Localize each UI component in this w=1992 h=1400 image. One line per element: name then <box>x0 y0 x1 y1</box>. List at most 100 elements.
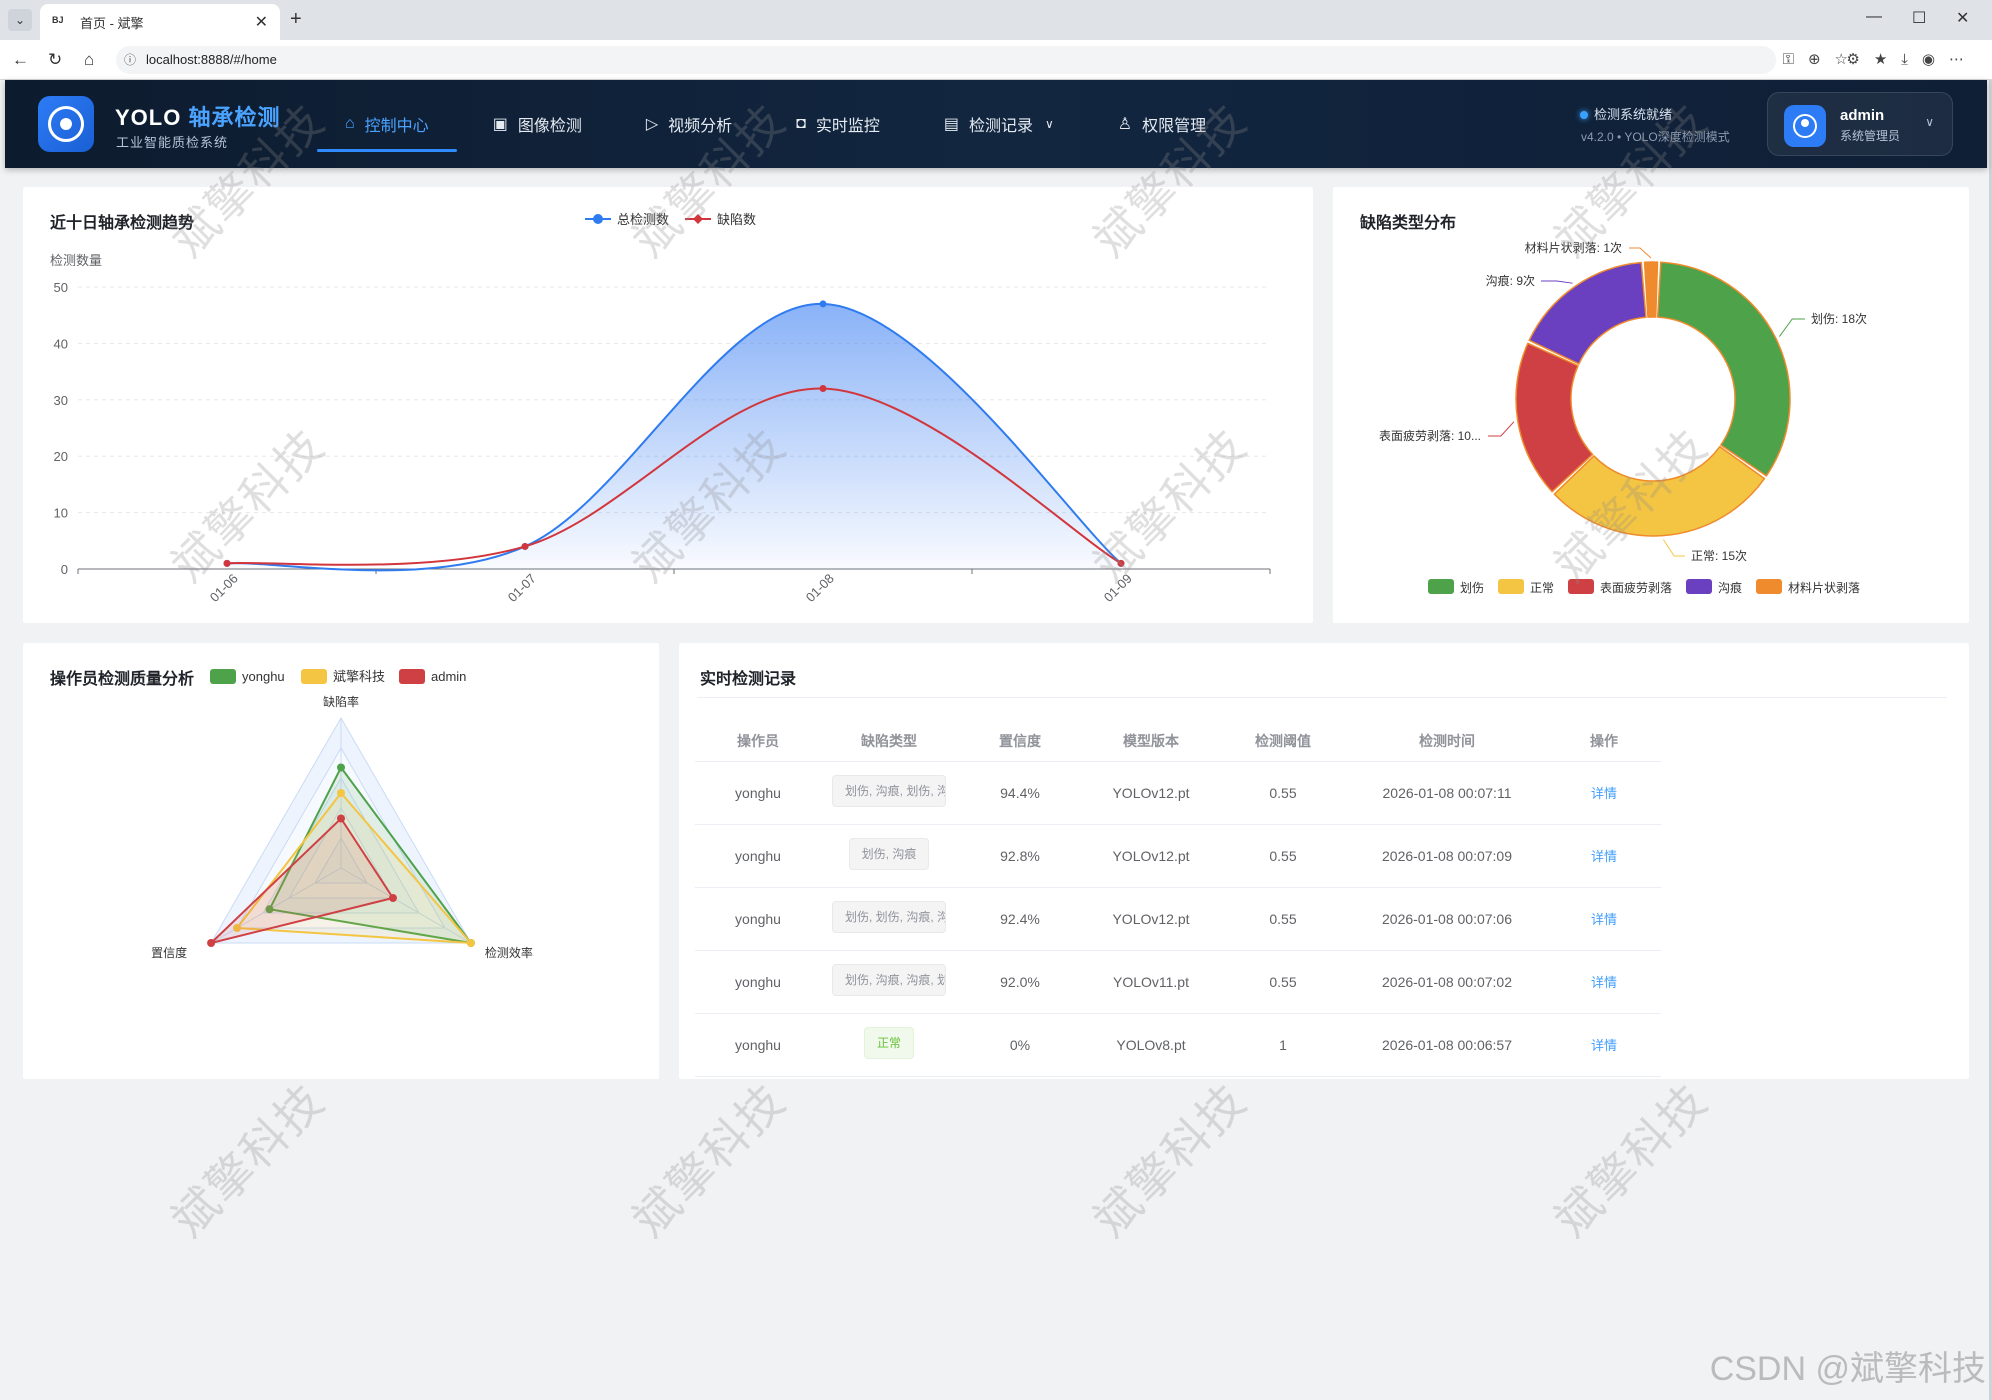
defect-title: 缺陷类型分布 <box>1360 215 1457 232</box>
site-info-icon[interactable]: ⓘ <box>124 53 137 67</box>
y-tick-label: 40 <box>54 336 68 351</box>
nav-permission[interactable]: ♙ 权限管理 <box>1086 80 1238 168</box>
image-icon: ▣ <box>492 116 508 133</box>
watermark-text: 斌擎科技 <box>161 1073 335 1247</box>
x-tick-label: 01-07 <box>505 571 539 605</box>
legend-marker <box>693 214 703 224</box>
y-axis-label: 检测数量 <box>50 253 102 268</box>
y-tick-label: 30 <box>54 393 68 408</box>
reload-icon[interactable]: ↻ <box>48 50 63 69</box>
radar-point <box>207 939 216 947</box>
main-nav: ⌂ 控制中心 ▣ 图像检测 ▷ 视频分析 ◘ 实时监控 ▤ 检测记录 ∨ ♙ 权… <box>313 80 1238 168</box>
legend-label: 划伤 <box>1460 581 1484 595</box>
table-row: yonghu 划伤, 划伤, 沟痕, 沟痕 92.4%YOLOv12.pt0.552… <box>695 887 1661 951</box>
legend-label: 总检测数 <box>617 212 669 227</box>
col-action: 操作 <box>1547 721 1661 762</box>
maximize-icon[interactable]: ☐ <box>1912 10 1927 27</box>
url-action-icons[interactable]: ⚿⊕☆ <box>1782 51 1862 68</box>
user-role: 系统管理员 <box>1840 129 1901 143</box>
user-icon: ♙ <box>1117 116 1133 133</box>
detail-link[interactable]: 详情 <box>1590 849 1617 864</box>
operator-cell: yonghu <box>695 1013 821 1077</box>
nav-label: 实时监控 <box>815 118 880 135</box>
nav-video-analysis[interactable]: ▷ 视频分析 <box>614 80 764 168</box>
model-cell: YOLOv8.pt <box>1083 1013 1219 1077</box>
browser-tab-bar: ⌄ BJ 首页 - 斌擎 ✕ + — ☐ ✕ <box>0 0 1992 40</box>
table-row: yonghu 划伤, 沟痕, 沟痕, 划伤 92.0%YOLOv11.pt0.552… <box>695 950 1661 1014</box>
y-tick-label: 0 <box>61 562 68 577</box>
new-tab-icon[interactable]: + <box>290 8 302 30</box>
radar-indicator-label: 置信度 <box>151 945 187 960</box>
x-tick-label: 01-09 <box>1101 571 1135 605</box>
confidence-cell: 92.0% <box>957 950 1083 1014</box>
status-text: 检测系统就绪 <box>1594 107 1673 122</box>
legend-swatch <box>1568 579 1594 594</box>
nav-label: 权限管理 <box>1142 118 1207 135</box>
time-cell: 2026-01-08 00:07:11 <box>1347 761 1547 825</box>
camera-icon: ◘ <box>796 115 806 132</box>
y-tick-label: 20 <box>54 449 68 464</box>
time-cell: 2026-01-08 00:07:09 <box>1347 824 1547 888</box>
confidence-cell: 92.4% <box>957 887 1083 951</box>
y-tick-label: 50 <box>54 280 68 295</box>
legend-swatch <box>1686 579 1712 594</box>
series-line <box>226 387 1122 566</box>
confidence-cell: 0% <box>957 1013 1083 1077</box>
home-button-icon[interactable]: ⌂ <box>84 50 95 69</box>
series-line <box>226 302 1122 572</box>
time-cell: 2026-01-08 00:06:57 <box>1347 1013 1547 1077</box>
data-point <box>521 542 529 550</box>
app-subtitle: 工业智能质检系统 <box>116 135 229 150</box>
model-cell: YOLOv12.pt <box>1083 824 1219 888</box>
back-icon[interactable]: ← <box>12 50 29 69</box>
threshold-cell: 1 <box>1219 1013 1347 1077</box>
records-table: 操作员 缺陷类型 置信度 模型版本 检测阈值 检测时间 操作 yonghu 划伤,… <box>695 721 1661 1077</box>
avatar-icon <box>1784 105 1826 147</box>
user-menu[interactable]: admin 系统管理员 ∨ <box>1767 92 1953 156</box>
watermark-text: 斌擎科技 <box>1544 1073 1718 1247</box>
radar-point <box>388 894 397 902</box>
action-cell: 详情 <box>1547 1013 1661 1077</box>
pie-label: 沟痕: 9次 <box>1486 273 1535 288</box>
nav-live-monitor[interactable]: ◘ 实时监控 <box>764 80 912 168</box>
x-tick-label: 01-06 <box>207 571 241 605</box>
operator-cell: yonghu <box>695 761 821 825</box>
nav-control-center[interactable]: ⌂ 控制中心 <box>313 80 461 168</box>
window-close-icon[interactable]: ✕ <box>1956 10 1970 27</box>
pie-slice <box>1528 261 1647 365</box>
legend-label: 沟痕 <box>1718 580 1742 595</box>
data-point <box>223 559 231 567</box>
model-cell: YOLOv12.pt <box>1083 761 1219 825</box>
browser-toolbar-icons[interactable]: ⚙★⤓◉⋯ <box>1846 51 1978 68</box>
close-tab-icon[interactable]: ✕ <box>254 14 268 31</box>
radar-title: 操作员检测质量分析 <box>50 671 195 688</box>
defect-card: 缺陷类型分布 划伤: 18次 正常: 15次 表面疲劳剥落: 10... 沟痕: 9次… <box>1333 187 1969 623</box>
detail-link[interactable]: 详情 <box>1590 786 1617 801</box>
detail-link[interactable]: 详情 <box>1590 975 1617 990</box>
minimize-icon[interactable]: — <box>1866 8 1882 25</box>
browser-tab[interactable]: BJ 首页 - 斌擎 ✕ <box>40 4 280 40</box>
x-tick-label: 01-08 <box>803 571 837 605</box>
radar-indicator-label: 检测效率 <box>485 945 533 960</box>
table-row: yonghu 划伤, 沟痕 92.8% YOLOv12.pt 0.55 2026-01-0… <box>695 824 1661 888</box>
watermark-text: 斌擎科技 <box>1083 1073 1257 1247</box>
action-cell: 详情 <box>1547 950 1661 1014</box>
nav-image-detection[interactable]: ▣ 图像检测 <box>461 80 614 168</box>
address-bar-row: ← ↻ ⌂ ⓘ localhost:8888/#/home ⚿⊕☆ ⚙★⤓◉⋯ <box>0 40 1992 80</box>
nav-detection-records[interactable]: ▤ 检测记录 ∨ <box>912 80 1086 168</box>
legend-marker <box>593 214 603 224</box>
tab-title: 首页 - 斌擎 <box>80 15 144 31</box>
trend-card: 近十日轴承检测趋势 检测数量 0 10 20 30 40 50 01-06 01-07 01-08… <box>23 187 1313 623</box>
defect-cell: 划伤, 划伤, 沟痕, 沟痕 <box>821 887 957 951</box>
data-point <box>819 300 827 308</box>
pie-slice <box>1643 261 1659 318</box>
pie-label: 材料片状剥落: 1次 <box>1525 241 1622 255</box>
radar-point <box>337 789 345 797</box>
legend-swatch <box>399 669 425 684</box>
detail-link[interactable]: 详情 <box>1590 912 1617 927</box>
pie-slice <box>1515 342 1594 493</box>
url-field[interactable]: ⓘ localhost:8888/#/home <box>116 46 1776 74</box>
tab-list-chevron-icon[interactable]: ⌄ <box>8 9 32 31</box>
detail-link[interactable]: 详情 <box>1590 1038 1617 1053</box>
confidence-cell: 94.4% <box>957 761 1083 825</box>
